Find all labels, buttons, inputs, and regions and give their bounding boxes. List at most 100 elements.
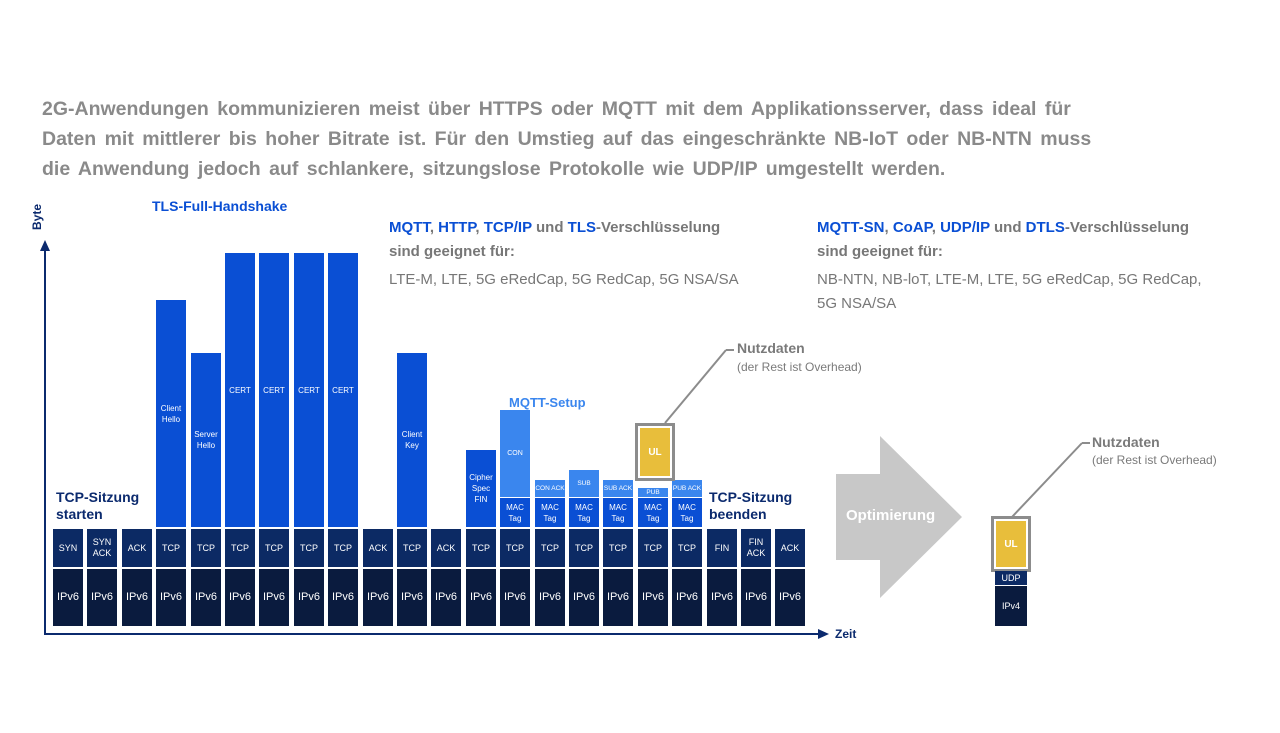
x-axis-arrow [818, 629, 829, 639]
mac-tag: MAC Tag [672, 498, 702, 527]
transport-header: TCP [328, 529, 358, 567]
keyword: TCP/IP [483, 219, 532, 236]
transport-header: TCP [535, 529, 565, 567]
separator: und [989, 219, 1026, 236]
callout-title-right: Nutzdaten [1092, 434, 1160, 450]
callout-title-left: Nutzdaten [737, 340, 805, 356]
separator: , [475, 219, 484, 236]
keyword: DTLS [1025, 219, 1065, 236]
transport-header: TCP [500, 529, 530, 567]
transport-header: TCP [603, 529, 633, 567]
callout-sub-left: (der Rest ist Overhead) [737, 360, 862, 374]
ipv6-header: IPv6 [466, 569, 496, 626]
transport-header: SYN ACK [87, 529, 117, 567]
y-axis-arrow [40, 240, 50, 251]
transport-header: TCP [225, 529, 255, 567]
transport-header: FIN ACK [741, 529, 771, 567]
ipv6-header: IPv6 [225, 569, 255, 626]
x-axis [44, 633, 818, 635]
intro-line: Daten mit mittlerer bis hoher Bitrate is… [42, 128, 1092, 150]
tls-message: CERT [259, 253, 289, 527]
tcp-start-heading: TCP-Sitzung starten [56, 489, 139, 523]
tls-heading: TLS-Full-Handshake [152, 198, 288, 214]
tls-message: CERT [225, 253, 255, 527]
mqtt-message: CON [500, 410, 530, 497]
info-tail: -Verschlüsselung [596, 219, 721, 236]
mqtt-message: PUB [638, 488, 668, 497]
ipv6-header: IPv6 [569, 569, 599, 626]
ipv6-header: IPv6 [87, 569, 117, 626]
mac-tag: MAC Tag [500, 498, 530, 527]
x-axis-label: Zeit [835, 627, 857, 641]
tls-message: CERT [328, 253, 358, 527]
callout-sub-right: (der Rest ist Overhead) [1092, 453, 1217, 467]
ipv6-header: IPv6 [603, 569, 633, 626]
ipv6-header: IPv6 [672, 569, 702, 626]
tls-message: CERT [294, 253, 324, 527]
ipv6-header: IPv6 [500, 569, 530, 626]
optimization-label: Optimierung [846, 507, 936, 524]
mac-tag: MAC Tag [535, 498, 565, 527]
ipv6-header: IPv6 [53, 569, 83, 626]
mqtt-message: CON ACK [535, 480, 565, 497]
tech-list: 5G NSA/SA [817, 295, 897, 312]
separator: und [531, 219, 568, 236]
ipv6-header: IPv6 [535, 569, 565, 626]
ipv6-header: IPv6 [191, 569, 221, 626]
mac-tag: MAC Tag [569, 498, 599, 527]
keyword: MQTT-SN [817, 219, 885, 236]
intro-line: 2G-Anwendungen kommunizieren meist über … [42, 98, 1071, 120]
transport-header: TCP [259, 529, 289, 567]
udp-header: UDP [995, 571, 1027, 585]
ipv6-header: IPv6 [328, 569, 358, 626]
ul-payload-optimized: UL [996, 521, 1026, 567]
mqtt-heading: MQTT-Setup [509, 395, 586, 410]
mqtt-message: PUB ACK [672, 480, 702, 497]
transport-header: TCP [156, 529, 186, 567]
ipv6-header: IPv6 [363, 569, 393, 626]
mac-tag: MAC Tag [603, 498, 633, 527]
info-subline: sind geeignet für: [817, 243, 943, 260]
y-axis [44, 250, 46, 634]
mac-tag: MAC Tag [638, 498, 668, 527]
ipv6-header: IPv6 [741, 569, 771, 626]
transport-header: TCP [466, 529, 496, 567]
callout-line-right [1010, 442, 1083, 519]
tcp-end-line: beenden [709, 506, 767, 522]
ipv6-header: IPv6 [294, 569, 324, 626]
keyword: CoAP [892, 219, 932, 236]
transport-header: ACK [363, 529, 393, 567]
tls-message: Client Key [397, 353, 427, 527]
ipv6-header: IPv6 [775, 569, 805, 626]
tcp-start-line: TCP-Sitzung [56, 489, 140, 505]
tcp-end-line: TCP-Sitzung [709, 489, 793, 505]
ipv6-header: IPv6 [122, 569, 152, 626]
transport-header: TCP [569, 529, 599, 567]
keyword: UDP/IP [940, 219, 990, 236]
transport-header: TCP [638, 529, 668, 567]
intro-line: die Anwendung jedoch auf schlankere, sit… [42, 158, 946, 180]
tls-message: Server Hello [191, 353, 221, 527]
mqtt-message: SUB ACK [603, 480, 633, 497]
tcp-end-heading: TCP-Sitzung beenden [709, 489, 792, 523]
keyword: MQTT [389, 219, 430, 236]
tech-list: LTE-M, LTE, 5G eRedCap, 5G RedCap, 5G NS… [389, 271, 739, 288]
keyword: TLS [567, 219, 596, 236]
transport-header: FIN [707, 529, 737, 567]
ipv6-header: IPv6 [431, 569, 461, 626]
transport-header: TCP [294, 529, 324, 567]
right-info: MQTT-SN, CoAP, UDP/IP und DTLS-Verschlüs… [817, 216, 1257, 316]
mqtt-message: SUB [569, 470, 599, 497]
transport-header: TCP [397, 529, 427, 567]
separator: , [931, 219, 941, 236]
info-subline: sind geeignet für: [389, 243, 515, 260]
tls-message: Cipher Spec FIN [466, 450, 496, 527]
callout-line-left [664, 349, 727, 424]
tls-message: Client Hello [156, 300, 186, 527]
ipv6-header: IPv6 [156, 569, 186, 626]
optimization-arrow-icon [836, 436, 962, 598]
info-tail: -Verschlüsselung [1064, 219, 1190, 236]
ipv6-header: IPv6 [638, 569, 668, 626]
transport-header: TCP [672, 529, 702, 567]
